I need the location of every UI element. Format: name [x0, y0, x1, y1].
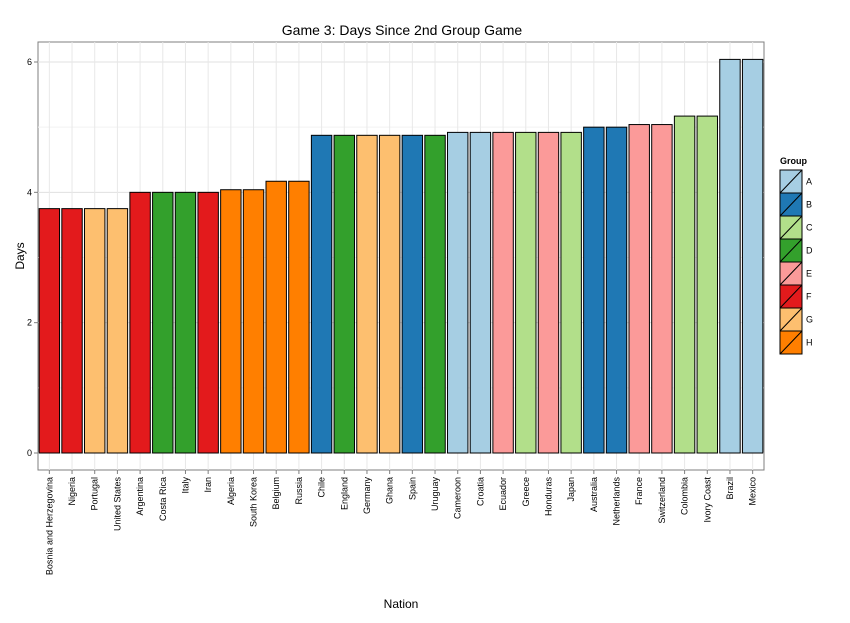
- x-tick-label: Iran: [203, 477, 213, 493]
- bar: [469, 131, 492, 454]
- x-tick-label: Cameroon: [453, 477, 463, 519]
- legend-title: Group: [780, 156, 807, 166]
- x-tick-label: Netherlands: [612, 477, 622, 526]
- legend: Group A B C D E F G H: [779, 156, 813, 355]
- x-tick-label: Italy: [180, 477, 190, 494]
- bar: [492, 131, 514, 454]
- x-tick-label: United States: [112, 477, 122, 532]
- bar: [356, 134, 378, 454]
- legend-label: B: [806, 200, 812, 210]
- y-tick-label: 6: [27, 57, 32, 67]
- x-axis-ticks: Bosnia and Herzegovina Nigeria Portugal Uni…: [44, 470, 758, 575]
- x-tick-label: Russia: [294, 477, 304, 505]
- legend-label: D: [806, 246, 813, 256]
- legend-swatch-slash: [779, 261, 803, 286]
- bar: [537, 131, 560, 454]
- x-tick-label: Japan: [566, 477, 576, 502]
- legend-label: E: [806, 269, 812, 279]
- bar: [152, 191, 174, 454]
- legend-label: G: [806, 315, 813, 325]
- bar: [333, 134, 355, 454]
- x-tick-label: Argentina: [135, 477, 145, 516]
- bar: [174, 191, 197, 454]
- legend-swatch-slash: [779, 215, 803, 240]
- y-tick-label: 4: [27, 187, 32, 197]
- legend-label: H: [806, 338, 813, 348]
- bar: [673, 115, 696, 454]
- legend-items: A B C D E F G H: [779, 169, 813, 355]
- bars: [38, 58, 764, 454]
- chart-title: Game 3: Days Since 2nd Group Game: [282, 22, 523, 38]
- y-axis-title: Days: [13, 242, 27, 269]
- bar: [129, 191, 151, 454]
- bar: [651, 124, 673, 454]
- bar: [61, 208, 83, 454]
- x-tick-label: Brazil: [725, 477, 735, 500]
- bar: [197, 191, 219, 454]
- bar: [424, 134, 446, 454]
- y-tick-label: 0: [27, 448, 32, 458]
- x-tick-label: Algeria: [226, 477, 236, 505]
- bar: [38, 208, 61, 454]
- bar: [719, 58, 741, 454]
- x-tick-label: Switzerland: [657, 477, 667, 524]
- legend-swatch-slash: [779, 192, 803, 217]
- x-tick-label: Ecuador: [498, 477, 508, 511]
- x-tick-label: Spain: [407, 477, 417, 500]
- bar: [447, 131, 469, 454]
- legend-swatch-slash: [779, 169, 803, 194]
- legend-label: C: [806, 223, 813, 233]
- legend-swatch-slash: [779, 284, 803, 309]
- x-tick-label: Bosnia and Herzegovina: [44, 477, 54, 575]
- x-tick-label: France: [634, 477, 644, 505]
- bar: [605, 126, 628, 454]
- x-tick-label: Honduras: [543, 477, 553, 517]
- x-axis-title: Nation: [384, 597, 419, 611]
- y-axis-ticks: 0 2 4 6: [27, 57, 38, 458]
- bar: [106, 208, 129, 454]
- x-tick-label: Belgium: [271, 477, 281, 510]
- bar: [515, 131, 537, 454]
- legend-swatch-slash: [779, 330, 803, 355]
- x-tick-label: Nigeria: [67, 477, 77, 506]
- bar: [265, 180, 287, 454]
- x-tick-label: Greece: [521, 477, 531, 507]
- x-tick-label: Ghana: [385, 477, 395, 504]
- x-tick-label: Mexico: [748, 477, 758, 506]
- x-tick-label: Portugal: [90, 477, 100, 511]
- bar: [560, 131, 582, 454]
- bar: [628, 124, 650, 454]
- legend-label: A: [806, 177, 812, 187]
- x-tick-label: Colombia: [680, 477, 690, 515]
- x-tick-label: South Korea: [249, 477, 259, 527]
- bar: [242, 189, 265, 454]
- x-tick-label: Uruguay: [430, 477, 440, 512]
- bar: [84, 208, 106, 454]
- legend-label: F: [806, 292, 812, 302]
- bar: [378, 134, 401, 454]
- bar: [288, 180, 310, 454]
- x-tick-label: Ivory Coast: [702, 477, 712, 523]
- bar: [220, 189, 242, 454]
- x-tick-label: Australia: [589, 477, 599, 512]
- x-tick-label: Croatia: [475, 477, 485, 506]
- bar: [310, 134, 333, 454]
- bar: [741, 58, 764, 454]
- bar: [401, 134, 424, 454]
- legend-swatch-slash: [779, 307, 803, 332]
- bar: [696, 115, 718, 454]
- legend-swatch-slash: [779, 238, 803, 263]
- x-tick-label: Costa Rica: [158, 477, 168, 521]
- x-tick-label: Germany: [362, 477, 372, 515]
- y-tick-label: 2: [27, 318, 32, 328]
- x-tick-label: England: [339, 477, 349, 510]
- bar: [583, 126, 605, 454]
- x-tick-label: Chile: [317, 477, 327, 498]
